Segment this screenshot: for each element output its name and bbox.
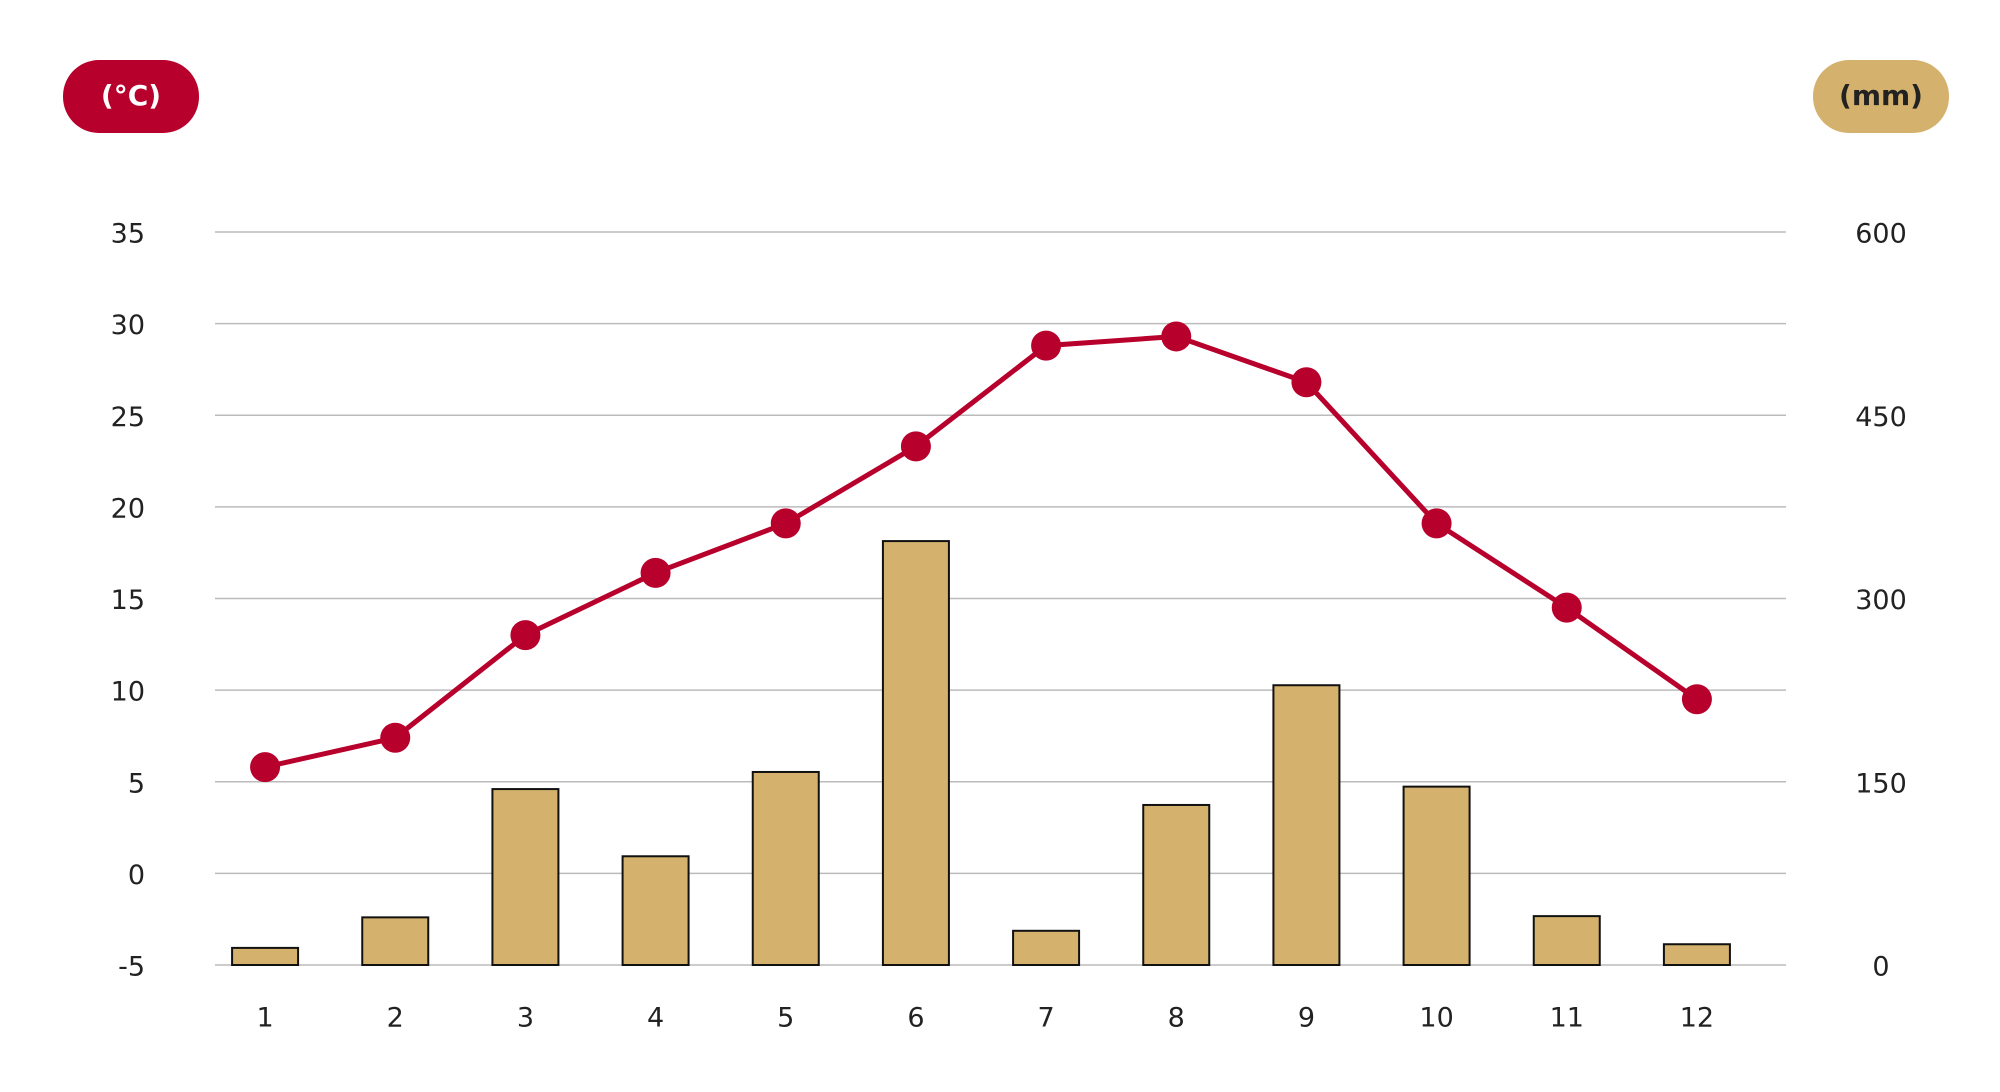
y2-tick-label: 300 [1855, 585, 1907, 616]
point [1421, 508, 1452, 539]
y-tick-label: 10 [111, 677, 145, 708]
x-tick-label: 11 [1550, 1003, 1584, 1034]
point [380, 722, 411, 753]
bar [621, 855, 690, 966]
y-tick-label: 30 [111, 310, 145, 341]
x-tick-label: 3 [517, 1003, 534, 1034]
point [1031, 330, 1062, 361]
y-tick-label: 15 [111, 585, 145, 616]
point [250, 752, 281, 783]
bar [1532, 915, 1601, 967]
y-tick-label: 25 [111, 402, 145, 433]
bar [751, 770, 820, 967]
bar [1402, 785, 1471, 966]
x-tick-label: 9 [1298, 1003, 1315, 1034]
line [264, 333, 1699, 770]
bar [1662, 943, 1731, 967]
left-unit: (°C) [101, 79, 161, 112]
x-tick-label: 4 [647, 1003, 664, 1034]
x-tick-label: 10 [1419, 1003, 1453, 1034]
point [1681, 684, 1712, 715]
right-unit-badge [1813, 60, 1949, 133]
left-unit-badge [63, 60, 199, 133]
bar [491, 788, 560, 967]
y-tick-label: 5 [128, 768, 145, 799]
y-tick-label: 0 [128, 860, 145, 891]
x-tick-label: 6 [907, 1003, 924, 1034]
point [1291, 367, 1322, 398]
x-tick-label: 8 [1168, 1003, 1185, 1034]
y2-tick-label: 450 [1855, 402, 1907, 433]
y2-tick-label: 150 [1855, 768, 1907, 799]
point [1551, 592, 1582, 623]
bar [881, 540, 950, 966]
x-tick-label: 12 [1680, 1003, 1714, 1034]
bar [231, 946, 300, 966]
x-tick-label: 1 [256, 1003, 273, 1034]
x-tick-label: 2 [387, 1003, 404, 1034]
y2-tick-label: 600 [1855, 219, 1907, 250]
point [640, 557, 671, 588]
bar [1272, 684, 1341, 966]
x-tick-label: 7 [1037, 1003, 1054, 1034]
y-tick-label: 20 [111, 493, 145, 524]
point [1161, 321, 1192, 352]
bar [1012, 929, 1081, 966]
y-tick-label: -5 [118, 952, 145, 983]
y-tick-label: 35 [111, 219, 145, 250]
bar [361, 916, 430, 966]
bar [1142, 803, 1211, 966]
x-tick-label: 5 [777, 1003, 794, 1034]
y2-tick-label: 0 [1872, 952, 1889, 983]
point [770, 508, 801, 539]
right-unit: (mm) [1839, 79, 1923, 112]
point [510, 620, 541, 651]
point [900, 431, 931, 462]
